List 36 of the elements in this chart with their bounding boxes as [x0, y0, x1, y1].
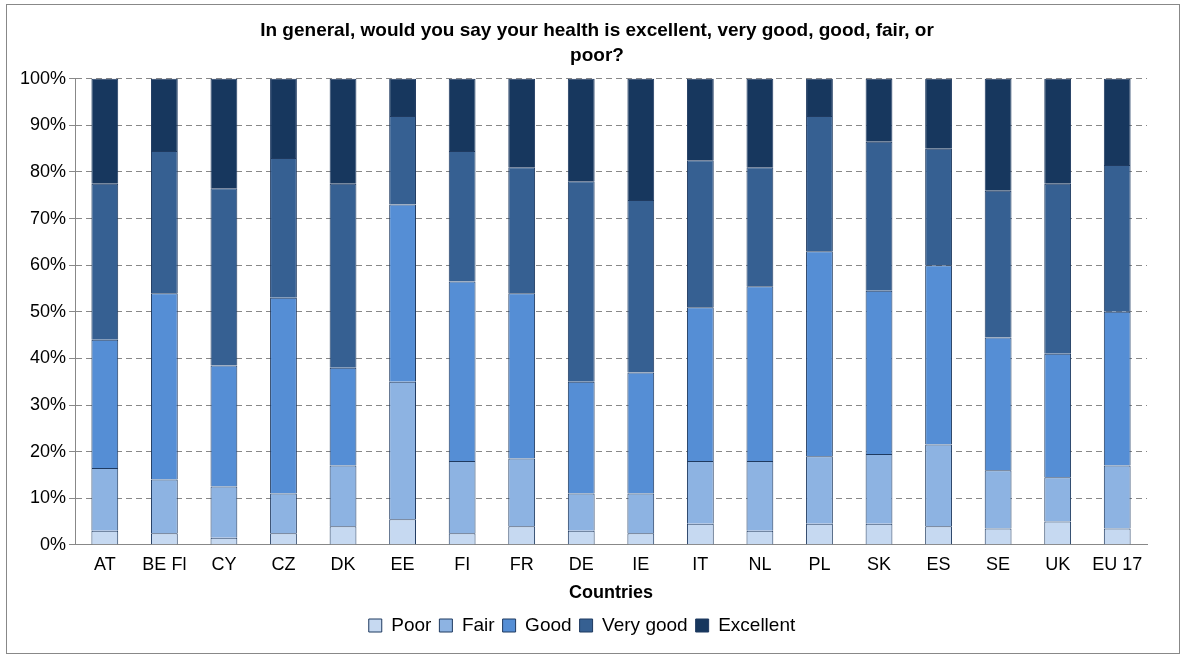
legend-label: Good	[525, 613, 572, 635]
x-tick-label: EU 17	[1092, 553, 1143, 574]
legend-label: Very good	[602, 613, 688, 635]
x-tick-label: SK	[867, 553, 892, 574]
y-tick-label: 90%	[30, 114, 67, 135]
x-tick-label: DK	[330, 553, 356, 574]
legend-label: Poor	[391, 613, 433, 635]
x-tick-label: EE	[390, 553, 415, 574]
y-tick-label: 10%	[30, 487, 67, 508]
legend-label: Excellent	[718, 613, 796, 635]
x-tick-label: DE	[568, 553, 594, 574]
chart-title: In general, would you say your health is excellent, very good, good, fair, or poor?	[259, 18, 935, 67]
x-tick-label: PL	[808, 553, 831, 574]
y-tick-label: 70%	[30, 207, 67, 228]
y-tick-label: 40%	[30, 347, 67, 368]
x-tick-label: UK	[1045, 553, 1071, 574]
y-tick-label: 30%	[30, 393, 67, 414]
x-tick-label: IT	[692, 553, 709, 574]
x-tick-label: SE	[986, 553, 1011, 574]
x-tick-label: CZ	[271, 553, 296, 574]
x-tick-label: CY	[211, 553, 237, 574]
y-tick-label: 80%	[30, 160, 67, 181]
x-tick-label: IE	[632, 553, 650, 574]
x-tick-label: AT	[93, 553, 116, 574]
y-tick-label: 0%	[40, 533, 67, 554]
y-tick-label: 100%	[19, 67, 67, 88]
legend-label: Fair	[461, 613, 496, 635]
x-axis-title: Countries	[569, 582, 654, 603]
x-tick-label: BE Fl	[142, 553, 187, 574]
x-tick-label: ES	[926, 553, 951, 574]
y-tick-label: 60%	[30, 254, 67, 275]
x-tick-label: NL	[748, 553, 772, 574]
x-tick-label: FR	[509, 553, 534, 574]
x-tick-label: FI	[454, 553, 471, 574]
y-tick-label: 50%	[30, 300, 67, 321]
y-tick-label: 20%	[30, 440, 67, 461]
